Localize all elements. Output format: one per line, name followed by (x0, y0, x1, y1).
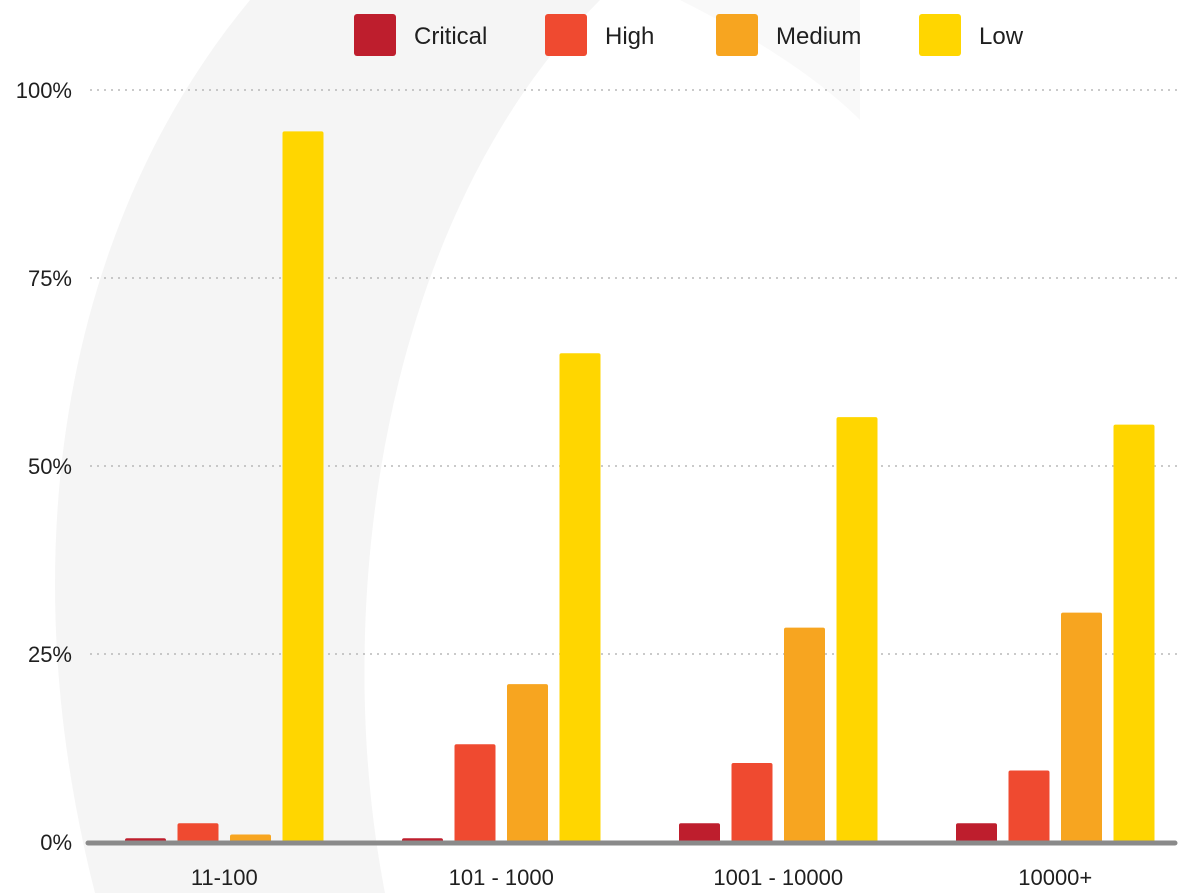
y-tick-label: 75% (28, 266, 72, 291)
bars (125, 131, 1155, 843)
legend-item-high: High (545, 14, 654, 56)
background-arcs (55, 0, 860, 893)
y-tick-label: 0% (40, 830, 72, 855)
bar-critical-1001-10000 (679, 823, 720, 842)
x-axis-labels: 11-100 101 - 1000 1001 - 10000 10000+ (191, 865, 1092, 890)
bar-medium-11-100 (230, 834, 271, 842)
y-tick-label: 25% (28, 642, 72, 667)
bar-high-10000 (1008, 770, 1050, 842)
legend-label-high: High (605, 23, 654, 50)
y-tick-label: 50% (28, 454, 72, 479)
bar-high-101-1000 (454, 744, 496, 842)
legend: Critical High Medium Low (354, 14, 1024, 56)
bar-low-11-100 (282, 131, 324, 843)
bar-low-101-1000 (559, 353, 601, 842)
background-arc-inner (680, 0, 860, 120)
bar-medium-1001-10000 (784, 627, 825, 842)
x-tick-label: 10000+ (1018, 865, 1092, 890)
legend-item-medium: Medium (716, 14, 861, 56)
bar-high-11-100 (177, 823, 219, 842)
legend-label-medium: Medium (776, 23, 861, 50)
legend-swatch-high (545, 14, 587, 56)
bar-high-1001-10000 (731, 763, 773, 842)
background-arc-outer (55, 0, 601, 893)
x-tick-label: 1001 - 10000 (713, 865, 843, 890)
legend-swatch-critical (354, 14, 396, 56)
y-axis-ticks: 0% 25% 50% 75% 100% (16, 78, 72, 855)
bar-low-10000 (1113, 424, 1155, 842)
y-tick-label: 100% (16, 78, 72, 103)
legend-swatch-medium (716, 14, 758, 56)
bar-medium-101-1000 (507, 684, 548, 842)
bar-low-1001-10000 (836, 417, 878, 842)
x-tick-label: 101 - 1000 (449, 865, 554, 890)
bar-medium-10000 (1061, 612, 1102, 842)
legend-item-critical: Critical (354, 14, 487, 56)
legend-label-critical: Critical (414, 23, 487, 50)
legend-label-low: Low (979, 23, 1024, 50)
bar-critical-10000 (956, 823, 997, 842)
legend-item-low: Low (919, 14, 1024, 56)
legend-swatch-low (919, 14, 961, 56)
x-tick-label: 11-100 (191, 865, 258, 890)
